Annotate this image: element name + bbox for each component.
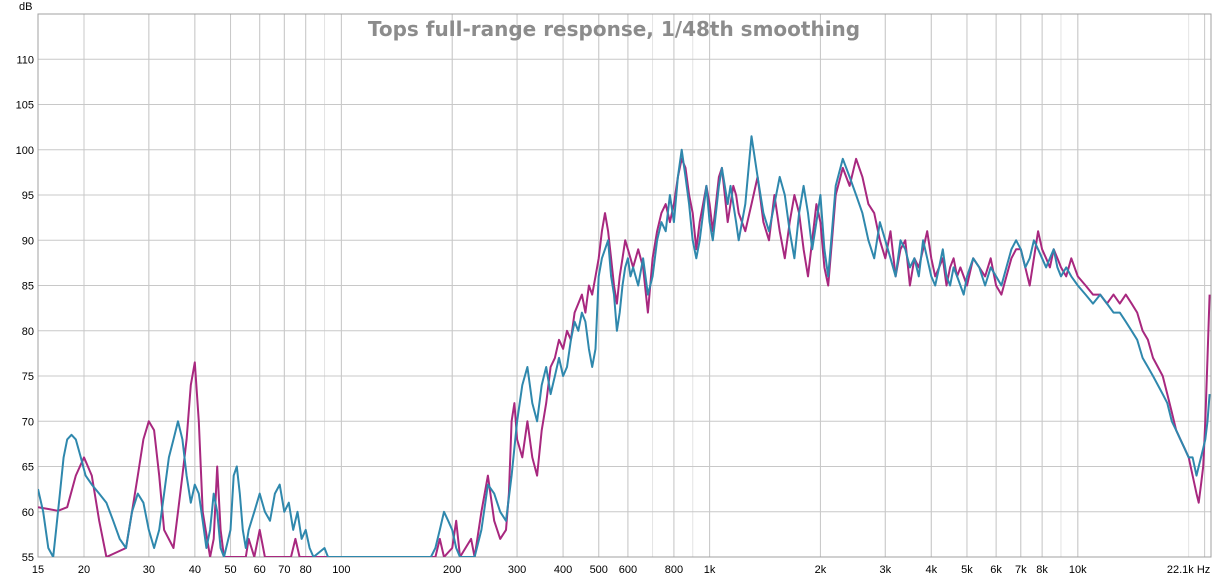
- series-line-2: [38, 135, 1211, 557]
- y-tick-label: 100: [16, 145, 34, 157]
- x-tick-label: 40: [189, 564, 201, 576]
- x-tick-label: 600: [619, 564, 637, 576]
- x-tick-label: 500: [590, 564, 608, 576]
- x-axis: 15 20 30 40 50 60 70 80 100 200 300 400 500 600 800 1k 2…: [32, 564, 1210, 576]
- x-tick-label: 60: [254, 564, 266, 576]
- x-tick-label: 4k: [925, 564, 937, 576]
- x-tick-label: 6k: [990, 564, 1002, 576]
- y-tick-label: 95: [22, 190, 34, 202]
- x-tick-label: 300: [508, 564, 526, 576]
- y-tick-label: 80: [22, 326, 34, 338]
- x-tick-label: 80: [300, 564, 312, 576]
- x-tick-label: 800: [665, 564, 683, 576]
- y-axis: 55 60 65 70 75 80 85 90 95 100 105 110: [16, 54, 34, 564]
- y-tick-label: 65: [22, 462, 34, 474]
- x-tick-label: 10k: [1069, 564, 1087, 576]
- y-tick-label: 85: [22, 281, 34, 293]
- x-tick-label: 100: [332, 564, 350, 576]
- x-tick-label: 15: [32, 564, 44, 576]
- y-axis-unit: dB: [19, 1, 32, 13]
- x-tick-label: 200: [443, 564, 461, 576]
- y-tick-label: 110: [16, 54, 34, 66]
- x-tick-label: 3k: [879, 564, 891, 576]
- x-tick-label: 30: [143, 564, 155, 576]
- chart-title: Tops full-range response, 1/48th smoothi…: [368, 17, 860, 41]
- y-tick-label: 105: [16, 100, 34, 112]
- y-tick-label: 70: [22, 416, 34, 428]
- grid: [37, 13, 1211, 558]
- x-tick-label: 5k: [961, 564, 973, 576]
- x-tick-label: 50: [224, 564, 236, 576]
- x-tick-label: 70: [278, 564, 290, 576]
- y-tick-label: 55: [22, 552, 34, 564]
- y-tick-label: 90: [22, 235, 34, 247]
- x-tick-label: 1k: [704, 564, 716, 576]
- y-tick-label: 75: [22, 371, 34, 383]
- plot-frame: [37, 13, 1212, 558]
- x-tick-label: 2k: [815, 564, 827, 576]
- x-tick-label: 7k: [1015, 564, 1027, 576]
- x-tick-label: 8k: [1036, 564, 1048, 576]
- x-tick-label: 400: [554, 564, 572, 576]
- x-tick-label: 20: [78, 564, 90, 576]
- series-group: [38, 135, 1211, 557]
- y-tick-label: 60: [22, 507, 34, 519]
- x-tick-label: 22.1k Hz: [1167, 564, 1210, 576]
